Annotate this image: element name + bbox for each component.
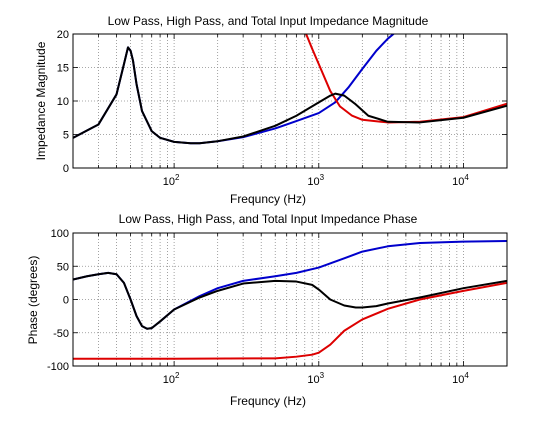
phase-x-axis-label: Frequncy (Hz) — [230, 394, 306, 408]
magnitude-title: Low Pass, High Pass, and Total Input Imp… — [108, 14, 429, 28]
phase-axes-frame — [72, 232, 508, 367]
phase-title: Low Pass, High Pass, and Total Input Imp… — [119, 212, 418, 226]
magnitude-y-tick-label: 15 — [57, 63, 69, 75]
phase-y-tick-label: 50 — [57, 261, 69, 273]
phase-series-line-2 — [73, 271, 507, 330]
phase-panel: Low Pass, High Pass, and Total Input Imp… — [26, 212, 508, 408]
magnitude-y-tick-label: 0 — [63, 163, 69, 175]
magnitude-y-axis-label: Impedance Magnitude — [34, 41, 48, 160]
magnitude-x-tick-label: 103 — [307, 173, 324, 188]
magnitude-x-tick-label: 102 — [163, 173, 180, 188]
phase-y-tick-label: 0 — [63, 295, 69, 307]
phase-x-tick-label: 102 — [163, 371, 180, 386]
phase-x-tick-label: 104 — [452, 371, 469, 386]
phase-x-tick-label: 103 — [307, 371, 324, 386]
magnitude-series-group — [73, 34, 507, 145]
phase-series-line-0 — [73, 281, 507, 360]
magnitude-series-line-2 — [73, 46, 507, 145]
magnitude-x-axis-label: Frequncy (Hz) — [230, 192, 306, 206]
magnitude-y-tick-label: 5 — [63, 130, 69, 142]
magnitude-panel: Low Pass, High Pass, and Total Input Imp… — [34, 14, 508, 206]
phase-y-tick-label: -50 — [53, 328, 69, 340]
phase-y-tick-label: 100 — [51, 228, 69, 240]
phase-y-tick-label: -100 — [47, 361, 69, 373]
phase-series-group — [73, 239, 507, 360]
magnitude-y-tick-label: 10 — [57, 96, 69, 108]
phase-y-axis-label: Phase (degrees) — [26, 256, 40, 345]
magnitude-y-tick-label: 20 — [57, 29, 69, 41]
magnitude-axes-frame — [72, 33, 508, 169]
magnitude-x-tick-label: 104 — [452, 173, 469, 188]
